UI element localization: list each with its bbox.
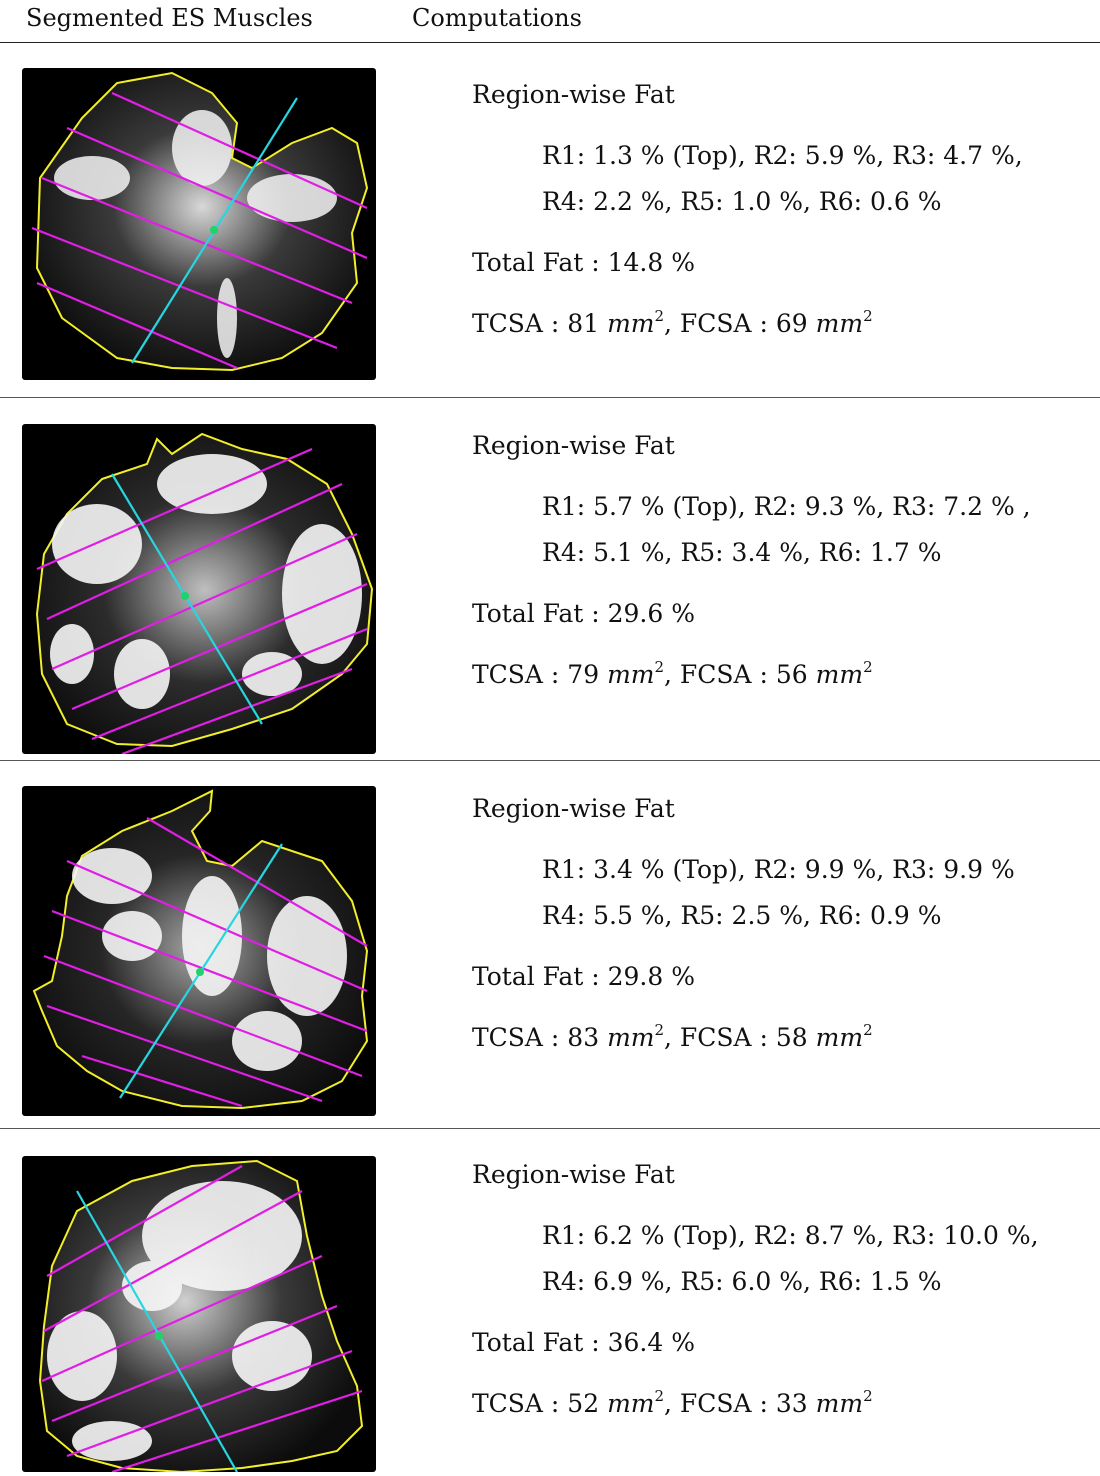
segmented-muscle-image-2	[22, 424, 376, 754]
cross-section-areas: TCSA : 81 mm2, FCSA : 69 mm2	[472, 309, 1092, 339]
region-lines	[31, 91, 368, 370]
region-wise-fat-heading: Region-wise Fat	[472, 1160, 675, 1189]
muscle-outline	[35, 71, 369, 372]
computations-4: Region-wise Fat R1: 6.2 % (Top), R2: 8.7…	[472, 1160, 1092, 1419]
tcsa-unit: mm	[607, 1389, 655, 1418]
scan-overlay-3	[32, 789, 369, 1110]
tcsa-unit: mm	[607, 660, 655, 689]
fcsa-label: , FCSA : 56	[664, 660, 816, 689]
row-divider	[0, 760, 1100, 761]
header-computations: Computations	[412, 4, 582, 32]
tcsa-unit-exponent: 2	[654, 307, 665, 325]
region-values-line-2: R4: 2.2 %, R5: 1.0 %, R6: 0.6 %	[542, 187, 942, 216]
computations-2: Region-wise Fat R1: 5.7 % (Top), R2: 9.3…	[472, 431, 1092, 690]
center-point	[155, 1332, 163, 1340]
row-divider	[0, 1128, 1100, 1129]
region-values-line-1: R1: 1.3 % (Top), R2: 5.9 %, R3: 4.7 %,	[542, 141, 1023, 170]
region-values-line-2: R4: 5.5 %, R5: 2.5 %, R6: 0.9 %	[542, 901, 942, 930]
fcsa-unit-exponent: 2	[863, 1387, 873, 1405]
scan-overlay-4	[38, 1159, 364, 1472]
fcsa-unit: mm	[815, 660, 864, 689]
axis-line	[76, 1190, 238, 1472]
total-fat: Total Fat : 14.8 %	[472, 248, 695, 277]
region-values-line-1: R1: 6.2 % (Top), R2: 8.7 %, R3: 10.0 %,	[542, 1221, 1039, 1250]
total-fat: Total Fat : 36.4 %	[472, 1328, 695, 1357]
tcsa-label: TCSA : 83	[472, 1023, 608, 1052]
region-values-line-2: R4: 6.9 %, R5: 6.0 %, R6: 1.5 %	[542, 1267, 942, 1296]
segmented-muscle-image-3	[22, 786, 376, 1116]
scan-overlay-2	[35, 432, 374, 754]
tcsa-unit-exponent: 2	[654, 658, 665, 676]
fcsa-unit: mm	[815, 309, 864, 338]
region-wise-fat-heading: Region-wise Fat	[472, 80, 675, 109]
fcsa-unit-exponent: 2	[863, 1021, 873, 1039]
tcsa-unit: mm	[607, 1023, 655, 1052]
total-fat: Total Fat : 29.6 %	[472, 599, 695, 628]
total-fat: Total Fat : 29.8 %	[472, 962, 695, 991]
cross-section-areas: TCSA : 79 mm2, FCSA : 56 mm2	[472, 660, 1092, 690]
tcsa-unit-exponent: 2	[654, 1021, 665, 1039]
tcsa-unit-exponent: 2	[654, 1387, 665, 1405]
fcsa-label: , FCSA : 58	[664, 1023, 816, 1052]
region-wise-fat-heading: Region-wise Fat	[472, 794, 675, 823]
fcsa-unit-exponent: 2	[863, 307, 873, 325]
segmented-muscle-image-4	[22, 1156, 376, 1472]
header-segmented-es-muscles: Segmented ES Muscles	[26, 4, 313, 32]
fcsa-unit: mm	[815, 1389, 864, 1418]
fcsa-label: , FCSA : 69	[664, 309, 816, 338]
tcsa-unit: mm	[607, 309, 655, 338]
scan-overlay-1	[31, 71, 369, 372]
region-values-line-1: R1: 3.4 % (Top), R2: 9.9 %, R3: 9.9 %	[542, 855, 1015, 884]
center-point	[210, 226, 218, 234]
tcsa-label: TCSA : 79	[472, 660, 608, 689]
center-point	[196, 968, 204, 976]
fcsa-unit: mm	[815, 1023, 864, 1052]
computations-3: Region-wise Fat R1: 3.4 % (Top), R2: 9.9…	[472, 794, 1092, 1053]
region-values-line-1: R1: 5.7 % (Top), R2: 9.3 %, R3: 7.2 % ,	[542, 492, 1031, 521]
table-header: Segmented ES Muscles Computations	[0, 0, 1100, 43]
row-divider	[0, 397, 1100, 398]
region-lines	[36, 447, 368, 754]
cross-section-areas: TCSA : 52 mm2, FCSA : 33 mm2	[472, 1389, 1092, 1419]
region-values-line-2: R4: 5.1 %, R5: 3.4 %, R6: 1.7 %	[542, 538, 942, 567]
computations-1: Region-wise Fat R1: 1.3 % (Top), R2: 5.9…	[472, 80, 1092, 339]
fcsa-unit-exponent: 2	[863, 658, 873, 676]
cross-section-areas: TCSA : 83 mm2, FCSA : 58 mm2	[472, 1023, 1092, 1053]
region-lines	[41, 1165, 363, 1472]
fcsa-label: , FCSA : 33	[664, 1389, 816, 1418]
tcsa-label: TCSA : 52	[472, 1389, 608, 1418]
region-wise-fat-heading: Region-wise Fat	[472, 431, 675, 460]
tcsa-label: TCSA : 81	[472, 309, 608, 338]
center-point	[181, 592, 189, 600]
segmented-muscle-image-1	[22, 68, 376, 380]
